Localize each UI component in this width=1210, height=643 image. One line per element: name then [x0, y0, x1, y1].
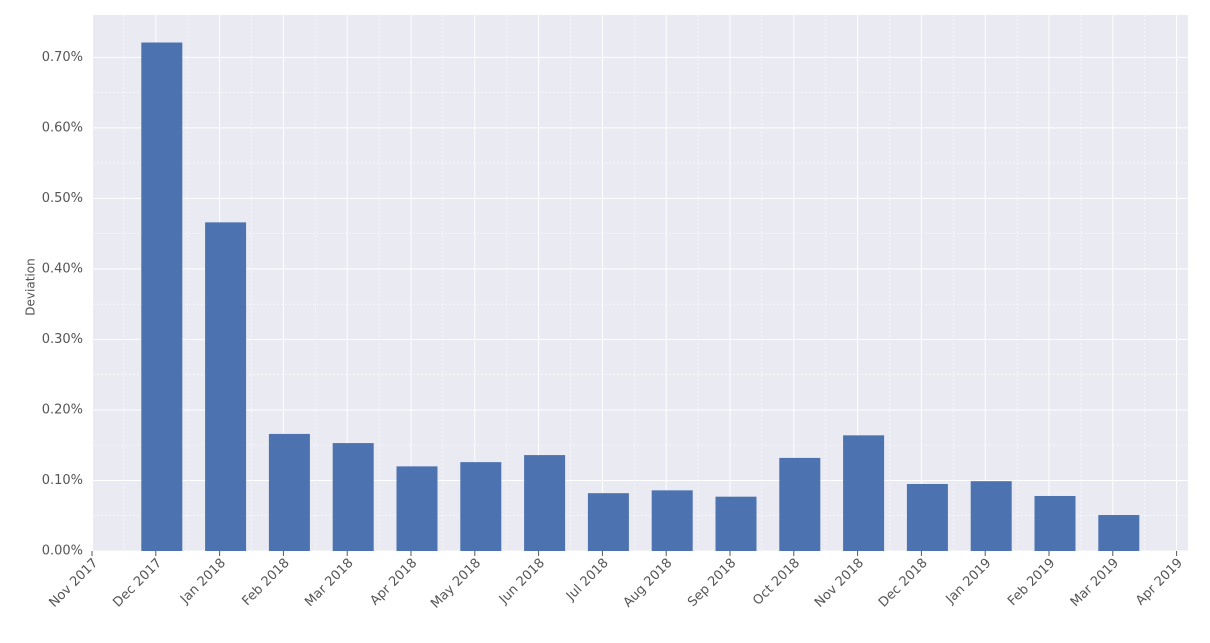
y-tick-label: 0.40%	[42, 261, 83, 276]
y-tick-label: 0.70%	[42, 50, 83, 65]
x-tick-label: Jul 2018	[563, 556, 612, 605]
x-tick-label: Sep 2018	[685, 556, 739, 610]
bar	[332, 443, 374, 551]
x-tick-label: Dec 2017	[110, 556, 165, 611]
x-tick-label: Jan 2019	[943, 556, 995, 608]
x-tick-label: Jan 2018	[177, 556, 229, 608]
bar	[141, 42, 183, 552]
x-tick-label: Mar 2018	[302, 556, 356, 610]
x-tick-label: Apr 2018	[367, 556, 420, 609]
x-tick-label: Feb 2019	[1005, 556, 1058, 609]
x-tick-label: Nov 2017	[46, 556, 101, 611]
y-tick-label: 0.50%	[42, 191, 83, 206]
bar	[906, 484, 948, 551]
x-tick-label: Apr 2019	[1133, 556, 1186, 609]
bar	[205, 222, 247, 552]
x-tick-label: Feb 2018	[240, 556, 293, 609]
bar	[268, 433, 310, 551]
y-tick-label: 0.30%	[42, 332, 83, 347]
bar	[1034, 495, 1076, 551]
bar	[970, 481, 1012, 551]
plot-area	[93, 15, 1188, 551]
x-tick-label: Jun 2018	[496, 556, 548, 608]
y-tick-label: 0.60%	[42, 120, 83, 135]
bar	[715, 496, 757, 551]
bar	[396, 466, 438, 551]
y-tick-label: 0.20%	[42, 402, 83, 417]
bar	[460, 462, 502, 551]
bar	[524, 455, 566, 551]
x-tick-label: Oct 2018	[750, 556, 803, 609]
x-tick-label: Aug 2018	[621, 556, 676, 611]
bar	[587, 493, 629, 551]
x-tick-label: May 2018	[428, 556, 484, 612]
x-tick-label: Mar 2019	[1068, 556, 1122, 610]
y-tick-label: 0.00%	[42, 544, 83, 559]
y-tick-label: 0.10%	[42, 473, 83, 488]
bar	[651, 490, 693, 551]
bar	[779, 457, 821, 551]
y-axis-label: Deviation	[24, 258, 38, 315]
x-tick-label: Dec 2018	[876, 556, 931, 611]
bar	[843, 435, 885, 551]
x-tick-label: Nov 2018	[812, 556, 867, 611]
bar	[1098, 515, 1140, 551]
